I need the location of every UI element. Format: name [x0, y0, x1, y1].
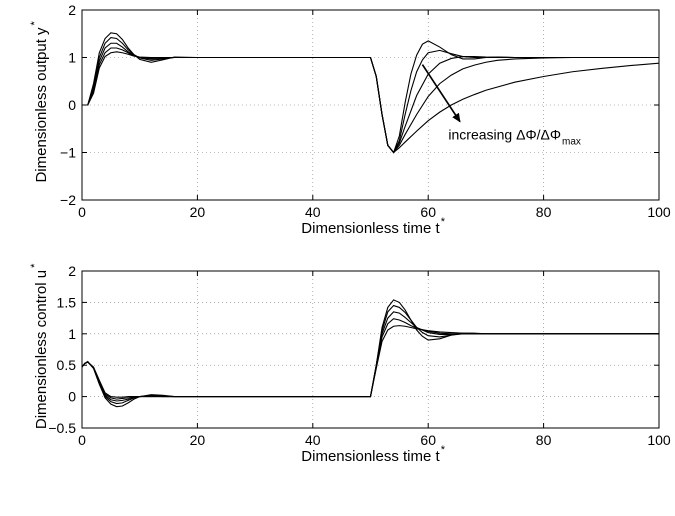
y-tick-label: 1	[68, 50, 76, 66]
y-axis-label-group: Dimensionless output y *	[29, 20, 50, 182]
y-axis-label-sup: *	[29, 20, 41, 25]
series-group	[81, 299, 659, 408]
x-tick-label: 100	[647, 204, 671, 220]
y-tick-label: 2	[68, 2, 76, 18]
y-tick-label: 2	[68, 263, 76, 279]
series-line-1	[82, 32, 659, 154]
y-tick-label: 0	[68, 97, 76, 113]
y-tick-label: −2	[60, 192, 76, 208]
x-axis-label-sup: *	[441, 216, 446, 228]
plot-frame	[81, 270, 660, 429]
x-tick-label: 60	[420, 432, 436, 448]
x-tick-label: 100	[647, 432, 671, 448]
x-tick-label: 40	[305, 432, 321, 448]
x-tick-label: 60	[420, 204, 436, 220]
y-axis-label: Dimensionless output y	[33, 27, 50, 183]
y-tick-label: 1.5	[57, 294, 77, 310]
x-tick-label: 0	[78, 204, 86, 220]
y-axis-label: Dimensionless control u	[33, 270, 50, 429]
y-tick-label: 0	[68, 389, 76, 405]
x-axis-label: Dimensionless time t	[301, 220, 440, 237]
series-line-3	[81, 311, 659, 402]
annotation-text: increasing ΔΦ/ΔΦ	[448, 127, 561, 143]
y-tick-label: 1	[68, 326, 76, 342]
annotation-subscript: max	[562, 137, 581, 148]
series-group	[82, 32, 660, 154]
x-tick-label: 40	[305, 204, 321, 220]
x-tick-label: 80	[536, 432, 552, 448]
series-line-1	[81, 299, 659, 408]
y-tick-label: −0.5	[48, 420, 76, 436]
y-tick-label: −1	[60, 145, 76, 161]
series-line-5	[81, 325, 659, 398]
y-axis-label-group: Dimensionless control u *	[29, 263, 50, 429]
x-tick-label: 0	[78, 432, 86, 448]
y-axis-label-sup: *	[29, 263, 41, 268]
series-line-2	[81, 304, 659, 405]
x-axis-label: Dimensionless time t	[301, 448, 440, 465]
annotation-arrow	[421, 64, 461, 123]
x-axis-label-sup: *	[441, 444, 446, 456]
x-tick-label: 80	[536, 204, 552, 220]
y-tick-label: 0.5	[57, 357, 77, 373]
series-line-5	[82, 51, 660, 154]
x-tick-label: 20	[190, 432, 206, 448]
series-line-2	[82, 36, 659, 154]
x-tick-label: 20	[190, 204, 206, 220]
series-line-4	[81, 318, 659, 400]
